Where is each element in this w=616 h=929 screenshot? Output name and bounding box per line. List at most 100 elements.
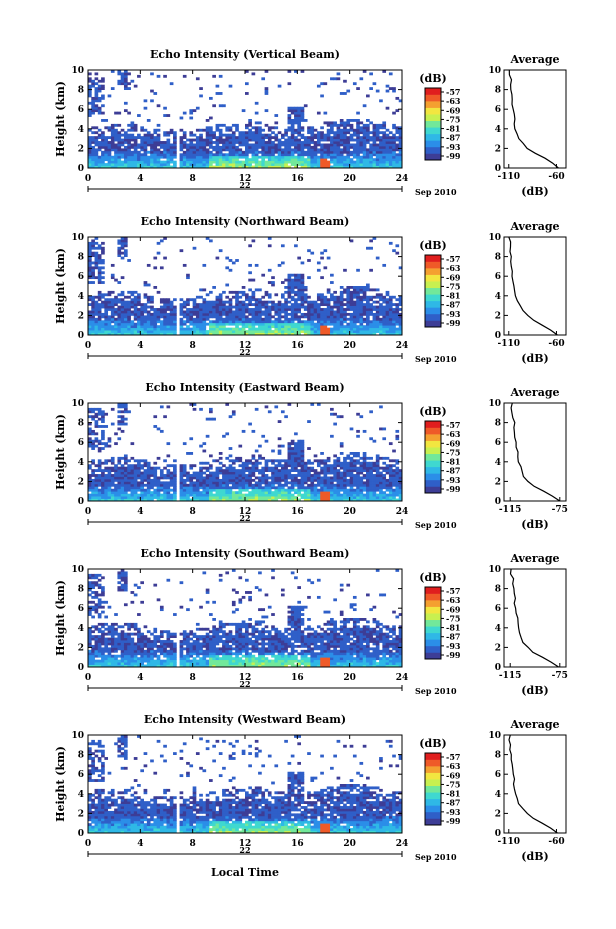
heatmap-cell: [382, 310, 387, 314]
heatmap-cell: [127, 143, 131, 147]
heatmap-cell: [97, 128, 102, 132]
heatmap-cell: [316, 131, 321, 135]
heatmap-cell: [218, 310, 223, 314]
heatmap-cell: [123, 469, 128, 472]
heatmap-cell: [110, 87, 115, 90]
heatmap-cell: [346, 295, 351, 299]
heatmap-cell: [120, 330, 125, 333]
heatmap-cell: [225, 432, 230, 436]
heatmap-cell: [94, 126, 99, 130]
heatmap-cell: [271, 300, 275, 304]
heatmap-cell: [369, 471, 373, 475]
heatmap-cell: [346, 305, 351, 309]
heatmap-cell: [330, 476, 334, 480]
heatmap-cell: [133, 474, 138, 477]
heatmap-cell: [251, 165, 256, 168]
heatmap-cell: [323, 315, 328, 319]
heatmap-cell: [375, 310, 380, 314]
heatmap-cell: [153, 148, 158, 152]
heatmap-cell: [326, 478, 331, 482]
heatmap-cell: [205, 481, 210, 485]
heatmap-cell: [120, 478, 125, 482]
heatmap-cell: [228, 150, 233, 154]
heatmap-cell: [127, 111, 131, 115]
heatmap-cell: [284, 466, 288, 470]
heatmap-cell: [88, 437, 92, 441]
heatmap-cell: [320, 452, 324, 455]
heatmap-cell: [369, 476, 373, 480]
heatmap-cell: [375, 459, 380, 463]
heatmap-cell: [264, 163, 269, 166]
heatmap-cell: [352, 315, 357, 319]
heatmap-cell: [225, 317, 230, 321]
heatmap-cell: [339, 128, 344, 132]
heatmap-cell: [156, 104, 161, 108]
heatmap-cell: [385, 308, 390, 311]
heatmap-cell: [231, 486, 236, 490]
heatmap-cell: [274, 327, 279, 331]
heatmap-cell: [245, 141, 249, 144]
heatmap-cell: [267, 327, 272, 331]
heatmap-cell: [375, 454, 380, 458]
heatmap-cell: [339, 322, 344, 326]
heatmap-cell: [88, 249, 92, 253]
heatmap-cell: [254, 310, 259, 314]
heatmap-cell: [202, 160, 207, 164]
heatmap-cell: [375, 136, 380, 139]
heatmap-cell: [182, 111, 187, 115]
heatmap-cell: [294, 281, 298, 284]
heatmap-cell: [192, 298, 197, 302]
heatmap-cell: [117, 474, 122, 477]
heatmap-cell: [362, 288, 367, 292]
heatmap-cell: [120, 72, 125, 76]
heatmap-cell: [225, 471, 230, 475]
heatmap-cell: [267, 312, 272, 316]
heatmap-cell: [241, 312, 246, 316]
heatmap-cell: [280, 471, 285, 475]
heatmap-cell: [251, 298, 256, 302]
heatmap-cell: [110, 160, 115, 164]
heatmap-cell: [336, 481, 341, 485]
heatmap-cell: [336, 320, 341, 324]
heatmap-cell: [150, 163, 154, 166]
heatmap-cell: [330, 128, 334, 132]
heatmap-cell: [284, 310, 288, 314]
heatmap-cell: [107, 136, 112, 139]
colorbar-tick-label: -81: [446, 291, 460, 301]
heatmap-cell: [238, 496, 243, 499]
heatmap-cell: [110, 481, 115, 485]
heatmap-cell: [277, 84, 282, 88]
heatmap-cell: [343, 496, 347, 499]
heatmap-cell: [222, 310, 226, 314]
heatmap-cell: [91, 327, 95, 331]
heatmap-cell: [101, 332, 105, 335]
heatmap-cell: [88, 79, 92, 83]
heatmap-cell: [107, 320, 112, 324]
heatmap-cell: [372, 143, 377, 147]
heatmap-cell: [320, 133, 324, 137]
heatmap-cell: [274, 165, 279, 168]
heatmap-cell: [398, 325, 402, 329]
heatmap-cell: [251, 150, 256, 154]
heatmap-cell: [333, 498, 337, 501]
heatmap-cell: [248, 303, 252, 306]
heatmap-cell: [192, 322, 197, 326]
heatmap-cell: [379, 298, 383, 302]
heatmap-cell: [300, 114, 305, 117]
heatmap-cell: [225, 327, 230, 331]
heatmap-cell: [186, 327, 190, 331]
heatmap-cell: [343, 163, 347, 166]
heatmap-cell: [366, 488, 370, 492]
heatmap-cell: [117, 327, 122, 331]
heatmap-cell: [205, 148, 210, 152]
heatmap-cell: [323, 325, 328, 329]
heatmap-cell: [238, 327, 243, 331]
heatmap-cell: [277, 145, 282, 149]
heatmap-cell: [395, 308, 400, 311]
heatmap-cell: [241, 293, 246, 297]
heatmap-cell: [254, 459, 259, 463]
heatmap-cell: [137, 163, 141, 166]
heatmap-cell: [189, 476, 194, 480]
heatmap-cell: [258, 332, 262, 335]
heatmap-cell: [300, 447, 305, 450]
